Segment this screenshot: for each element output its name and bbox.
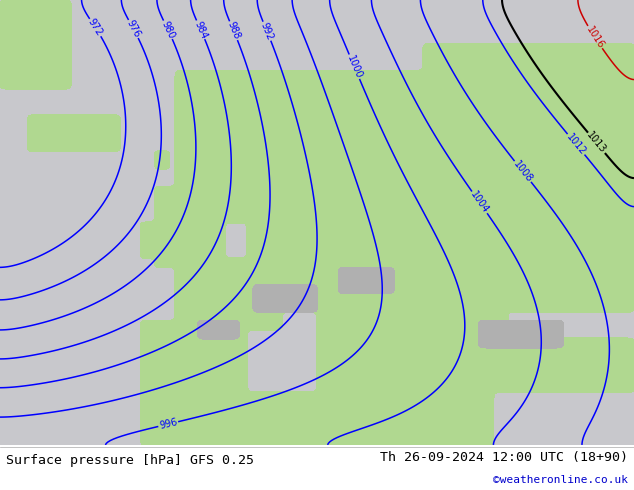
Text: Surface pressure [hPa] GFS 0.25: Surface pressure [hPa] GFS 0.25 bbox=[6, 454, 254, 467]
Text: 1016: 1016 bbox=[584, 24, 605, 50]
Text: 1012: 1012 bbox=[564, 132, 588, 157]
Text: 976: 976 bbox=[125, 19, 142, 39]
Text: 984: 984 bbox=[193, 19, 209, 40]
Text: 1008: 1008 bbox=[511, 159, 534, 184]
Text: 1013: 1013 bbox=[585, 130, 608, 155]
Text: 988: 988 bbox=[226, 20, 242, 41]
Text: 980: 980 bbox=[160, 19, 176, 40]
Text: Th 26-09-2024 12:00 UTC (18+90): Th 26-09-2024 12:00 UTC (18+90) bbox=[380, 451, 628, 464]
Text: 1004: 1004 bbox=[469, 190, 491, 215]
Text: 1000: 1000 bbox=[345, 53, 364, 80]
Text: 996: 996 bbox=[158, 417, 178, 431]
Text: 992: 992 bbox=[259, 21, 275, 42]
Text: 972: 972 bbox=[86, 17, 105, 38]
Text: ©weatheronline.co.uk: ©weatheronline.co.uk bbox=[493, 475, 628, 485]
